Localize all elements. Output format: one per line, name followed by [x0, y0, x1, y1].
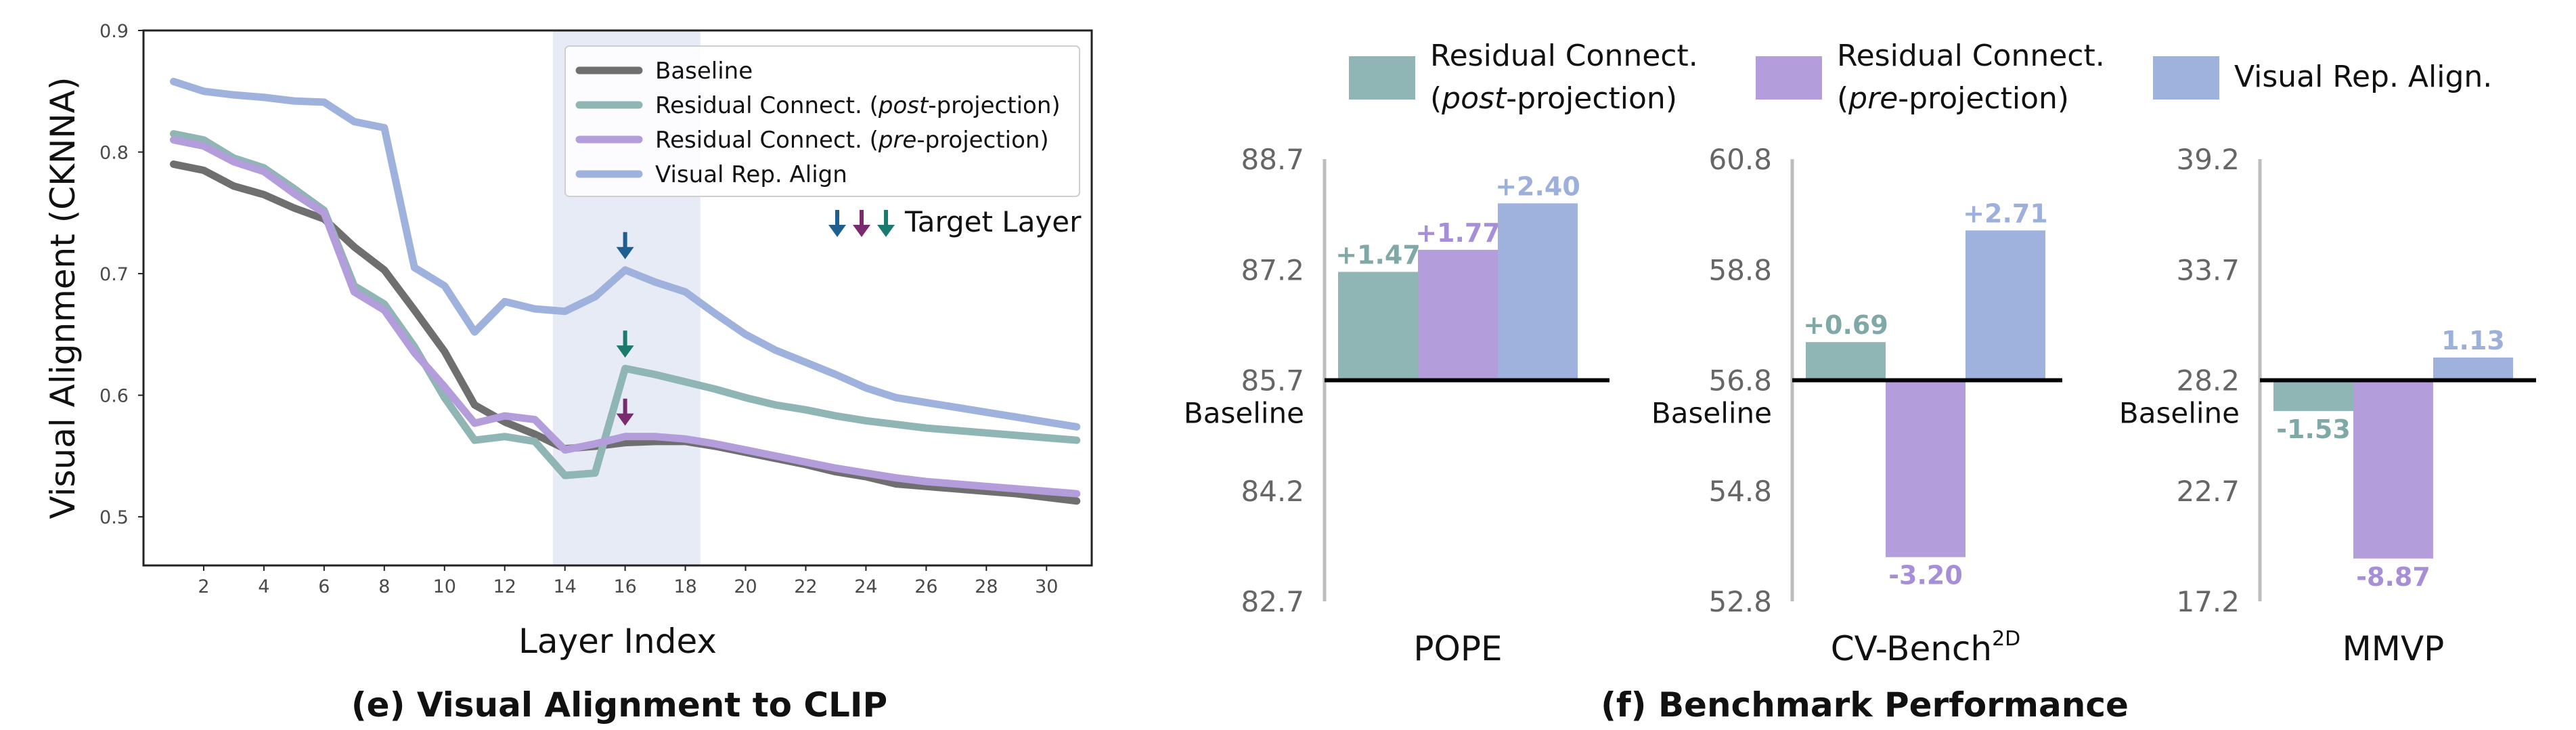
y-tick-label: 0.7	[99, 264, 129, 285]
bench-legend-line1-0: Residual Connect.	[1430, 39, 1698, 73]
bench-bar-label-0: +1.47	[1335, 240, 1421, 270]
bench-tick-label: 56.8	[1708, 364, 1772, 398]
bench-bar-label-2: +2.71	[1963, 198, 2048, 228]
bench-panel-2: 17.2 22.7 28.2 33.7 39.2 Baseline -1.53 -8.87 1.…	[2119, 143, 2536, 668]
x-tick-label: 22	[794, 576, 817, 597]
bench-panel-0: 82.7 84.2 85.7 87.2 88.7 Baseline +1.47+1.77 +2…	[1184, 143, 1609, 668]
line-chart-caption: (e) Visual Alignment to CLIP	[351, 685, 887, 725]
series-line-2	[169, 136, 1081, 498]
bench-bar-1	[1418, 249, 1498, 381]
bench-legend-line2-0: (post-projection)	[1430, 81, 1677, 116]
bench-tick-label: 17.2	[2176, 585, 2240, 618]
x-axis-label: Layer Index	[518, 622, 717, 661]
bench-bar-2	[1498, 203, 1578, 381]
legend-box	[564, 45, 1080, 197]
target-legend-arrow-2-head	[877, 225, 895, 237]
bench-legend-line1-2: Visual Rep. Align.	[2234, 60, 2492, 94]
benchmark-panels: 82.7 84.2 85.7 87.2 88.7 Baseline +1.47+1.77 +2…	[1184, 143, 2536, 668]
bench-bar-label-1: -3.20	[1888, 561, 1963, 591]
y-axis-label: Visual Alignment (CKNNA)	[43, 77, 83, 519]
bench-baseline-label: Baseline	[1184, 397, 1304, 430]
bench-bar-label-2: 1.13	[2441, 326, 2505, 356]
legend-entry-3: Visual Rep. Align	[655, 161, 847, 188]
y-tick-label: 0.5	[99, 507, 129, 528]
x-tick-label: 6	[318, 576, 330, 597]
line-chart-legend: Baseline Residual Connect. (post-projecti…	[564, 45, 1080, 197]
target-layer-arrows: Target Layer	[616, 205, 1082, 426]
bench-legend-line2-1: (pre-projection)	[1837, 81, 2069, 116]
plot-frame	[142, 29, 1093, 567]
bench-bar-label-0: +0.69	[1803, 310, 1888, 340]
bench-bar-2	[2433, 357, 2513, 381]
line-chart-series	[169, 77, 1081, 505]
line-chart-axes: 2 4 6 8 10 12 14 16 18 20 22 24 26 28 300.50.60.70.80.…	[99, 21, 1093, 597]
legend-entry-1: Residual Connect. (post-projection)	[655, 92, 1061, 119]
legend-entry-2: Residual Connect. (pre-projection)	[655, 127, 1049, 154]
line-chart: 2 4 6 8 10 12 14 16 18 20 22 24 26 28 300.50.60.70.80.…	[43, 21, 1093, 725]
bench-tick-label: 54.8	[1708, 475, 1772, 508]
bench-bar-label-1: +1.77	[1415, 218, 1501, 248]
x-tick-label: 2	[198, 576, 209, 597]
bench-bar-2	[1966, 230, 2045, 381]
target-arrow-2-head	[616, 413, 634, 426]
bench-tick-label: 60.8	[1708, 143, 1772, 176]
bench-baseline-label: Baseline	[1651, 397, 1772, 430]
target-arrow-1-head	[616, 345, 634, 358]
series-line-3	[169, 77, 1081, 431]
bench-bar-1	[2353, 380, 2433, 559]
bench-bar-1	[1886, 380, 1966, 557]
x-tick-label: 12	[493, 576, 516, 597]
x-tick-label: 26	[914, 576, 937, 597]
bench-bar-label-1: -8.87	[2356, 562, 2430, 592]
bench-bar-0	[2273, 380, 2353, 411]
bench-legend-swatch-0	[1349, 56, 1415, 100]
x-tick-label: 10	[433, 576, 456, 597]
bench-tick-label: 22.7	[2176, 475, 2240, 508]
bench-bar-0	[1338, 272, 1418, 381]
y-tick-label: 0.8	[99, 143, 129, 164]
bench-tick-label: 87.2	[1241, 253, 1304, 286]
x-tick-label: 24	[854, 576, 877, 597]
bench-tick-label: 28.2	[2176, 364, 2240, 398]
bench-tick-label: 33.7	[2176, 253, 2240, 286]
x-tick-label: 20	[734, 576, 757, 597]
bench-panel-name: MMVP	[2342, 629, 2445, 668]
bench-panel-name: POPE	[1413, 629, 1502, 668]
bench-bar-label-0: -1.53	[2276, 414, 2351, 444]
bench-panel-1: 52.8 54.8 56.8 58.8 60.8 Baseline +0.69 -3.20 +2…	[1651, 143, 2062, 668]
x-tick-label: 28	[975, 576, 998, 597]
bench-legend-line1-1: Residual Connect.	[1837, 39, 2105, 73]
bench-tick-label: 84.2	[1241, 475, 1304, 508]
bench-tick-label: 58.8	[1708, 253, 1772, 286]
target-legend-arrow-0-head	[828, 225, 846, 237]
bench-bar-label-2: +2.40	[1495, 171, 1580, 201]
x-tick-label: 4	[258, 576, 269, 597]
bench-panel-name: CV-Bench2D	[1831, 627, 2021, 668]
y-tick-label: 0.6	[99, 386, 129, 407]
bench-tick-label: 52.8	[1708, 585, 1772, 618]
benchmark-caption: (f) Benchmark Performance	[1601, 685, 2129, 725]
bench-tick-label: 82.7	[1241, 585, 1304, 618]
x-tick-label: 30	[1035, 576, 1058, 597]
bench-bar-0	[1806, 342, 1886, 381]
target-arrow-0-head	[616, 246, 634, 259]
x-tick-label: 8	[378, 576, 390, 597]
x-tick-label: 16	[613, 576, 636, 597]
x-tick-label: 18	[673, 576, 696, 597]
bench-tick-label: 39.2	[2176, 143, 2240, 176]
y-tick-label: 0.9	[99, 21, 129, 42]
target-layer-label: Target Layer	[904, 205, 1082, 238]
target-legend-arrow-1-head	[853, 225, 870, 237]
legend-entry-0: Baseline	[655, 58, 753, 85]
benchmark-legend: Residual Connect. (post-projection) Residu…	[1349, 39, 2492, 116]
bench-tick-label: 85.7	[1241, 364, 1304, 398]
bench-baseline-label: Baseline	[2119, 397, 2240, 430]
bench-legend-swatch-2	[2153, 56, 2219, 100]
benchmark-bar-chart: Residual Connect. (post-projection) Residu…	[1184, 39, 2536, 725]
bench-tick-label: 88.7	[1241, 143, 1304, 176]
bench-legend-swatch-1	[1756, 56, 1822, 100]
x-tick-label: 14	[553, 576, 576, 597]
